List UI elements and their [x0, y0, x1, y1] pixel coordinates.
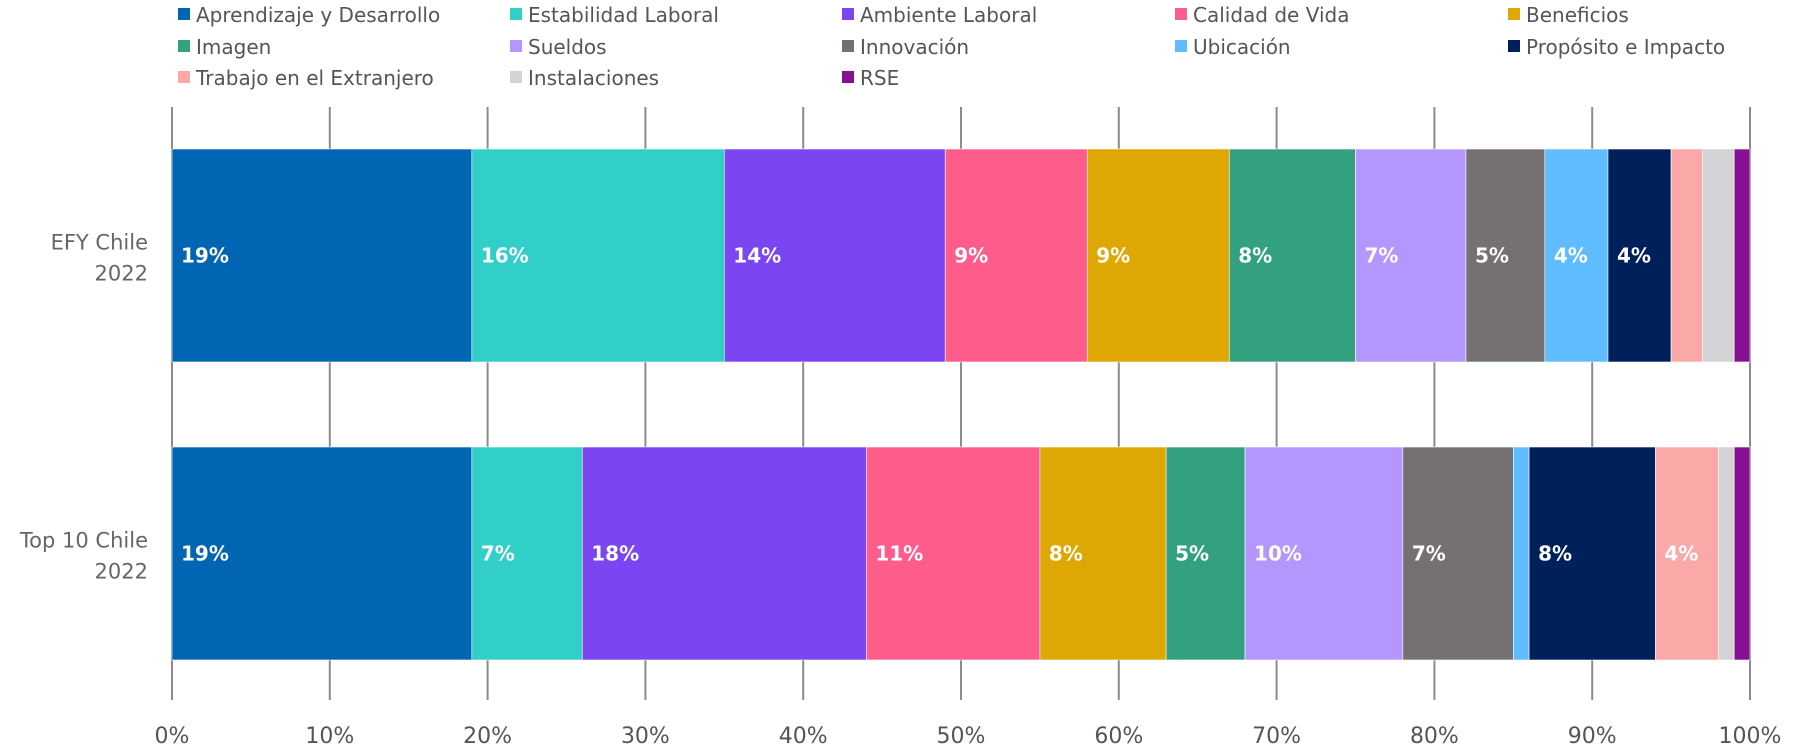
bar-segment [1734, 149, 1750, 362]
legend-label: Trabajo en el Extranjero [195, 66, 434, 90]
legend-swatch [510, 8, 522, 20]
legend-swatch [1175, 8, 1187, 20]
legend-label: RSE [860, 66, 899, 90]
x-tick-label: 70% [1252, 724, 1301, 747]
category-labels: EFY Chile 2022 Top 10 Chile 2022 [19, 231, 148, 584]
bar-segment [1703, 149, 1735, 362]
legend-label: Aprendizaje y Desarrollo [196, 3, 440, 27]
legend-label: Ubicación [1193, 35, 1291, 59]
data-label: 10% [1254, 542, 1302, 566]
legend-label: Beneficios [1526, 3, 1629, 27]
x-tick-label: 10% [305, 724, 354, 747]
data-label: 5% [1475, 244, 1509, 268]
legend-swatch [178, 71, 190, 83]
category-label: 2022 [95, 262, 148, 286]
x-tick-label: 100% [1719, 724, 1782, 747]
category-label: EFY Chile [51, 231, 148, 255]
legend-label: Imagen [196, 35, 271, 59]
bar-segment [1734, 447, 1750, 660]
data-label: 8% [1538, 542, 1572, 566]
legend-swatch [1508, 40, 1520, 52]
x-tick-label: 0% [155, 724, 190, 747]
legend-swatch [510, 40, 522, 52]
legend-swatch [1175, 40, 1187, 52]
x-tick-label: 50% [937, 724, 986, 747]
legend-label: Instalaciones [528, 66, 659, 90]
legend: Aprendizaje y Desarrollo Estabilidad Labo… [178, 3, 1725, 90]
data-label: 7% [481, 542, 515, 566]
x-tick-label: 80% [1410, 724, 1459, 747]
legend-label: Sueldos [528, 35, 607, 59]
x-tick-label: 60% [1094, 724, 1143, 747]
data-label: 4% [1554, 244, 1588, 268]
legend-label: Innovación [860, 35, 969, 59]
category-label: 2022 [95, 560, 148, 584]
legend-swatch [842, 8, 854, 20]
bar-segment [1671, 149, 1703, 362]
bar-segment [1513, 447, 1529, 660]
data-label: 9% [954, 244, 988, 268]
legend-swatch [510, 71, 522, 83]
data-label: 11% [875, 542, 923, 566]
data-label: 4% [1664, 542, 1698, 566]
category-label: Top 10 Chile [19, 529, 148, 553]
data-label: 8% [1238, 244, 1272, 268]
data-label: 4% [1617, 244, 1651, 268]
x-tick-label: 40% [779, 724, 828, 747]
x-tick-label: 90% [1568, 724, 1617, 747]
data-label: 18% [591, 542, 639, 566]
x-tick-label: 30% [621, 724, 670, 747]
x-axis-ticks: 0% 10% 20% 30% 40% 50% 60% 70% 80% 90% 100% [155, 724, 1782, 747]
data-label: 8% [1049, 542, 1083, 566]
x-tick-label: 20% [463, 724, 512, 747]
data-label: 16% [481, 244, 529, 268]
data-label: 19% [181, 542, 229, 566]
data-label: 19% [181, 244, 229, 268]
data-label: 9% [1096, 244, 1130, 268]
legend-label: Propósito e Impacto [1526, 35, 1725, 59]
bar-segment [1718, 447, 1734, 660]
legend-swatch [842, 40, 854, 52]
legend-label: Estabilidad Laboral [528, 3, 719, 27]
data-label: 7% [1365, 244, 1399, 268]
data-label: 7% [1412, 542, 1446, 566]
legend-swatch [1508, 8, 1520, 20]
legend-label: Ambiente Laboral [860, 3, 1037, 27]
data-label: 14% [733, 244, 781, 268]
data-label: 5% [1175, 542, 1209, 566]
legend-label: Calidad de Vida [1193, 3, 1349, 27]
legend-swatch [178, 8, 190, 20]
legend-swatch [178, 40, 190, 52]
legend-swatch [842, 71, 854, 83]
